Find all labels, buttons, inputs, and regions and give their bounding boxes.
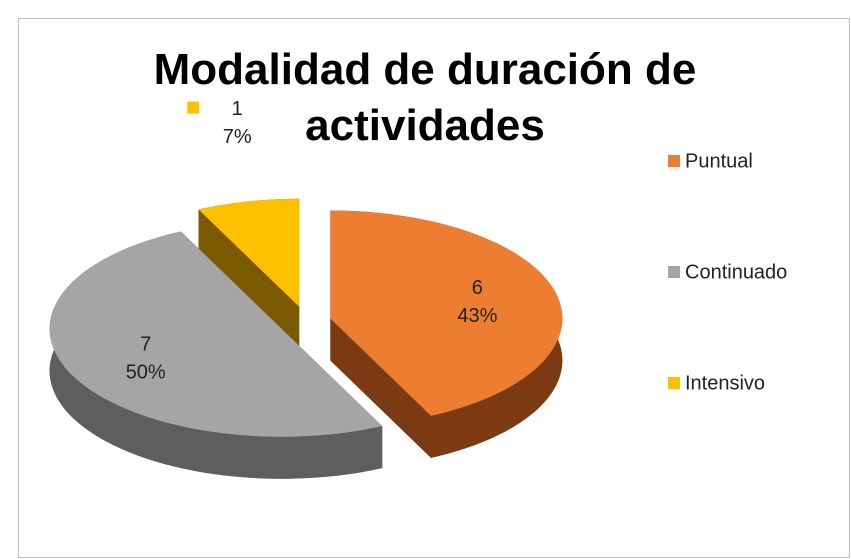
chart-title: Modalidad de duración de actividades bbox=[154, 45, 697, 150]
data-label-percent: 43% bbox=[457, 305, 497, 327]
slice-wall bbox=[330, 318, 432, 458]
legend-swatch bbox=[668, 377, 680, 389]
label-key bbox=[187, 101, 200, 114]
data-label: 7 bbox=[140, 334, 151, 356]
legend-swatch bbox=[668, 155, 680, 167]
slice bbox=[198, 198, 300, 307]
slice bbox=[49, 231, 383, 437]
legend-label: Continuado bbox=[685, 261, 787, 283]
data-label: 1 bbox=[232, 98, 243, 120]
legend-label: Puntual bbox=[685, 150, 753, 172]
legend-swatch bbox=[668, 266, 680, 278]
data-label-percent: 50% bbox=[126, 362, 166, 384]
legend-label: Intensivo bbox=[685, 372, 765, 394]
slice bbox=[330, 210, 563, 416]
data-label: 6 bbox=[472, 277, 483, 299]
data-label-percent: 7% bbox=[223, 126, 252, 148]
slice-side bbox=[49, 231, 383, 479]
